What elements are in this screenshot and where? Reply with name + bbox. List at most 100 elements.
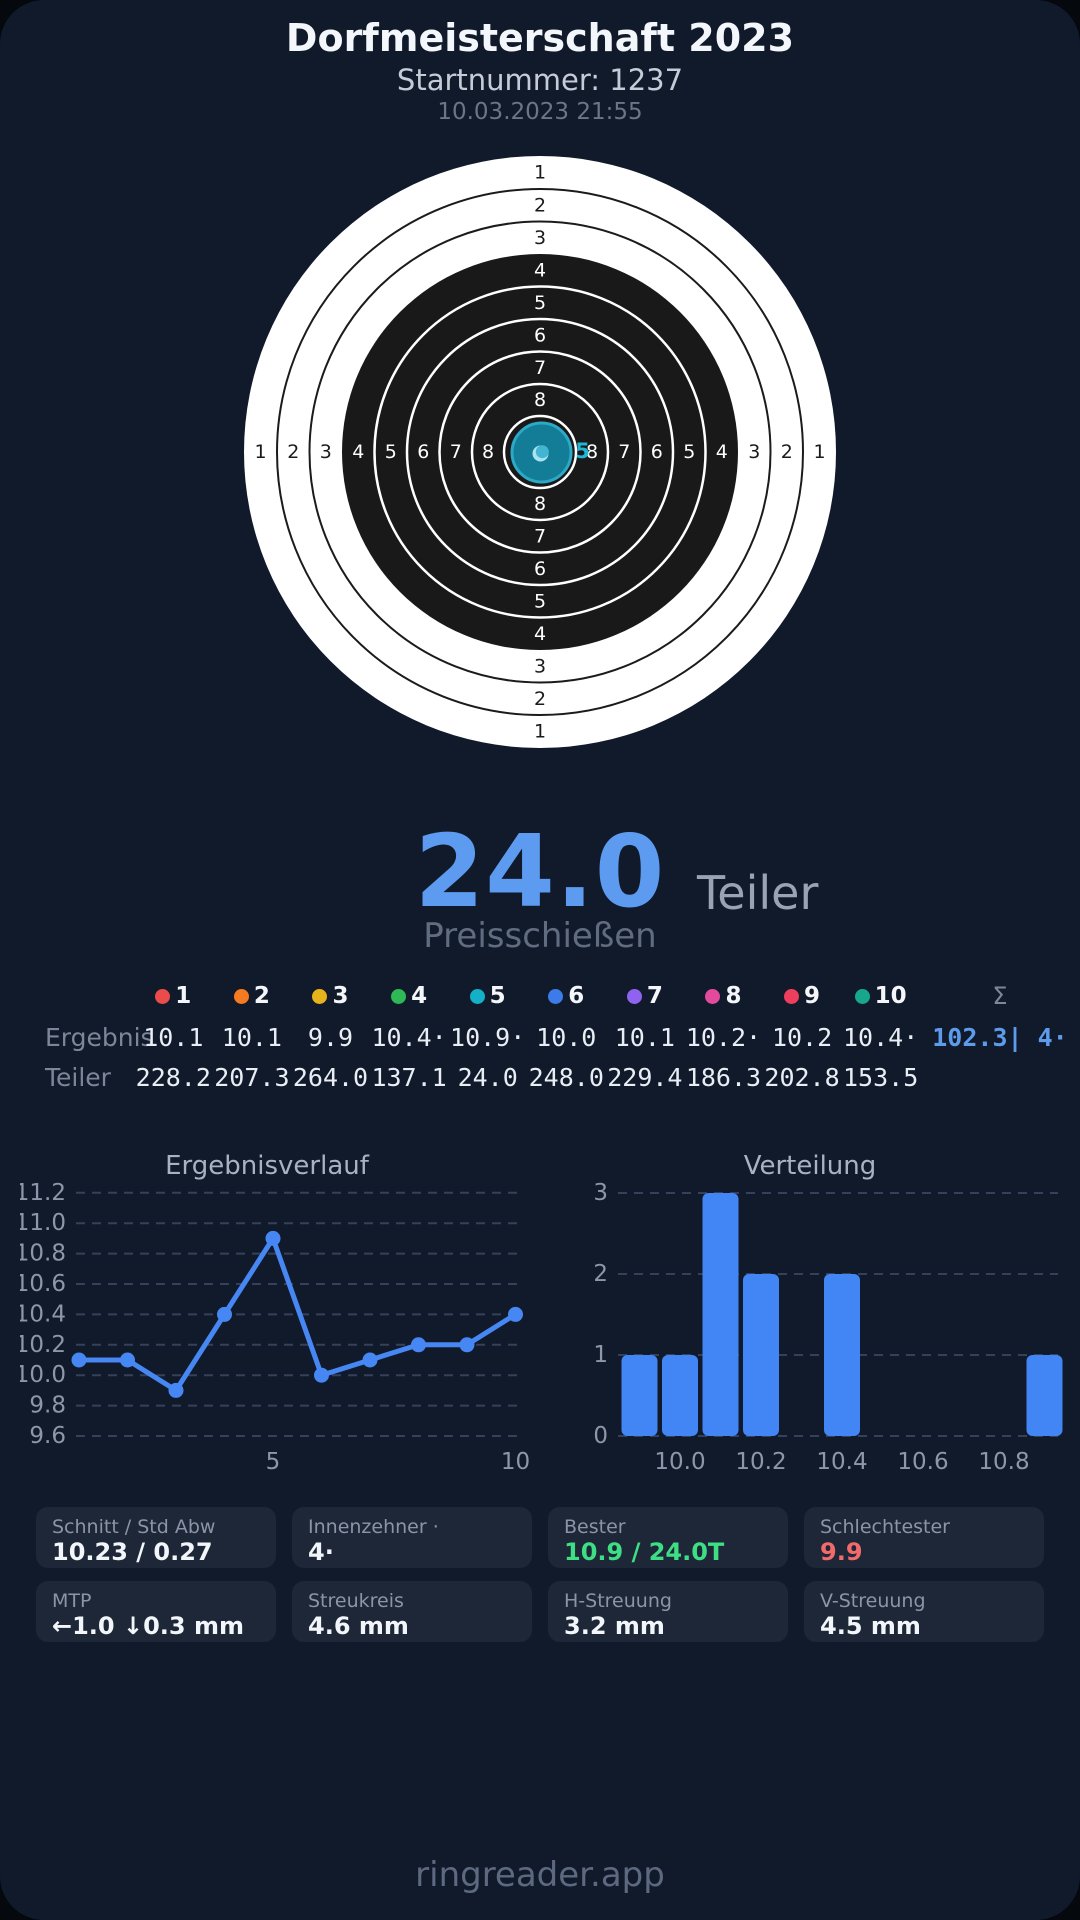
target-ring-label: 5 xyxy=(534,292,546,314)
stat-card-value: ←1.0 ↓0.3 mm xyxy=(52,1612,244,1640)
stat-card: Schlechtester 9.9 xyxy=(804,1507,1044,1568)
stat-card-label: V-Streuung xyxy=(820,1590,926,1612)
y-tick-label: 9.6 xyxy=(29,1423,66,1449)
shot-number: 2 xyxy=(253,983,270,1009)
target-ring-circle xyxy=(276,188,804,716)
shot-number: 9 xyxy=(804,983,821,1009)
target-ring-label: 1 xyxy=(813,441,825,463)
x-tick-label: 10.8 xyxy=(978,1449,1029,1475)
teiler-cell: 229.4 xyxy=(607,1062,683,1092)
y-tick-label: 10.8 xyxy=(20,1241,66,1267)
result-cell: 10.1 xyxy=(221,1022,282,1052)
line-point xyxy=(217,1306,232,1322)
bar xyxy=(1026,1355,1063,1436)
target-ring-label: 7 xyxy=(534,525,546,547)
target-ring-label: 2 xyxy=(534,194,546,216)
line-point xyxy=(168,1382,184,1398)
footer-brand: ringreader.app xyxy=(415,1855,665,1895)
line-point xyxy=(508,1306,523,1322)
teiler-cell: 248.0 xyxy=(528,1062,604,1092)
target-ring-label: 4 xyxy=(716,441,728,463)
y-tick-label: 3 xyxy=(593,1180,608,1206)
stats-grid: Schnitt / Std Abw 10.23 / 0.27 Innenzehner… xyxy=(36,1507,1044,1642)
line-point xyxy=(362,1352,378,1368)
x-tick-label: 10.0 xyxy=(654,1449,705,1475)
stat-card-value: 10.23 / 0.27 xyxy=(52,1538,213,1566)
result-cell: 10.9· xyxy=(450,1022,526,1052)
stat-card-label: Bester xyxy=(564,1516,626,1538)
bar xyxy=(702,1193,739,1436)
teiler-cell: 264.0 xyxy=(292,1062,369,1092)
stat-card-value: 4· xyxy=(308,1538,334,1566)
shot-color-dot xyxy=(312,988,328,1004)
score-event-name: Preisschießen xyxy=(423,916,657,956)
target-ring-label: 8 xyxy=(482,441,494,463)
target-ring-label: 3 xyxy=(534,227,546,249)
target-ring-label: 8 xyxy=(534,389,546,411)
y-tick-label: 9.8 xyxy=(29,1393,66,1419)
y-tick-label: 10.2 xyxy=(20,1332,66,1358)
result-sum-cell: 102.3| 4· xyxy=(932,1022,1068,1052)
x-tick-label: 10.6 xyxy=(897,1449,948,1475)
line-point xyxy=(71,1352,87,1368)
bar-chart-svg: Verteilung 0 1 2 3 10.0 10.2 10.4 10.6 10.8 xyxy=(593,1151,1063,1475)
shot-number: 1 xyxy=(175,983,192,1009)
target-ring-label: 4 xyxy=(534,623,546,645)
y-tick-label: 1 xyxy=(593,1342,608,1368)
teiler-cell: 153.5 xyxy=(843,1062,919,1092)
shot-color-dot xyxy=(391,988,407,1004)
shot-header-cell: 1 xyxy=(134,983,213,1009)
score-value: 24.0 xyxy=(414,813,666,930)
shot-center-dot xyxy=(535,445,549,459)
stat-card-label: Schnitt / Std Abw xyxy=(52,1516,216,1538)
target-ring-label: 6 xyxy=(534,324,546,346)
result-cell: 10.2 xyxy=(771,1022,833,1052)
line-point xyxy=(265,1230,281,1246)
target-ring-label: 1 xyxy=(254,441,266,463)
stat-card: MTP ←1.0 ↓0.3 mm xyxy=(36,1581,276,1642)
target-ring-label: 3 xyxy=(534,655,546,677)
y-tick-label: 11.0 xyxy=(20,1210,66,1236)
bar xyxy=(743,1274,779,1436)
stat-card-value: 4.5 mm xyxy=(820,1612,921,1640)
x-tick-label: 10.2 xyxy=(735,1449,786,1475)
y-tick-label: 0 xyxy=(593,1423,608,1449)
stat-card-label: Schlechtester xyxy=(820,1516,950,1538)
shot-color-dot xyxy=(548,988,564,1004)
y-tick-label: 10.6 xyxy=(20,1271,66,1297)
line-series xyxy=(76,1235,518,1393)
target-ring-circle xyxy=(470,382,610,522)
shot-header-cell: 4 xyxy=(370,983,449,1009)
target-ring-label: 5 xyxy=(385,441,397,463)
target-ring-label: 5 xyxy=(683,441,695,463)
stat-card-value: 4.6 mm xyxy=(308,1612,409,1640)
teiler-cell: 228.2 xyxy=(135,1062,211,1092)
y-tick-label: 10.4 xyxy=(20,1301,66,1327)
shot-number: 5 xyxy=(489,983,506,1009)
stat-card-value: 3.2 mm xyxy=(564,1612,665,1640)
stat-card-value: 10.9 / 24.0T xyxy=(564,1538,725,1566)
session-datetime: 10.03.2023 21:55 xyxy=(437,99,643,125)
y-tick-label: 11.2 xyxy=(20,1180,66,1206)
sum-symbol: Σ xyxy=(992,982,1008,1010)
y-tick-label: 10.0 xyxy=(20,1362,66,1388)
target-ring-circle xyxy=(373,285,707,619)
y-tick-label: 2 xyxy=(593,1261,608,1287)
shot-header-cell: 6 xyxy=(527,983,606,1009)
shot-header-cell: 9 xyxy=(763,983,842,1009)
target-ring-label: 2 xyxy=(781,441,793,463)
teiler-cell: 186.3 xyxy=(685,1062,762,1092)
target-ring-label: 1 xyxy=(534,162,546,184)
shot-header-cell: 8 xyxy=(684,983,763,1009)
stat-card-label: Innenzehner · xyxy=(308,1516,439,1538)
page-title: Dorfmeisterschaft 2023 xyxy=(285,16,795,60)
target-ring-label: 1 xyxy=(534,721,546,743)
teiler-cell: 207.3 xyxy=(214,1062,290,1092)
target-ring-label: 2 xyxy=(534,688,546,710)
target-ring-label: 7 xyxy=(618,441,630,463)
result-cell: 10.2· xyxy=(685,1022,762,1052)
teiler-cell: 137.1 xyxy=(371,1062,447,1092)
shot-color-dot xyxy=(233,988,249,1004)
shot-color-dot xyxy=(155,988,171,1004)
